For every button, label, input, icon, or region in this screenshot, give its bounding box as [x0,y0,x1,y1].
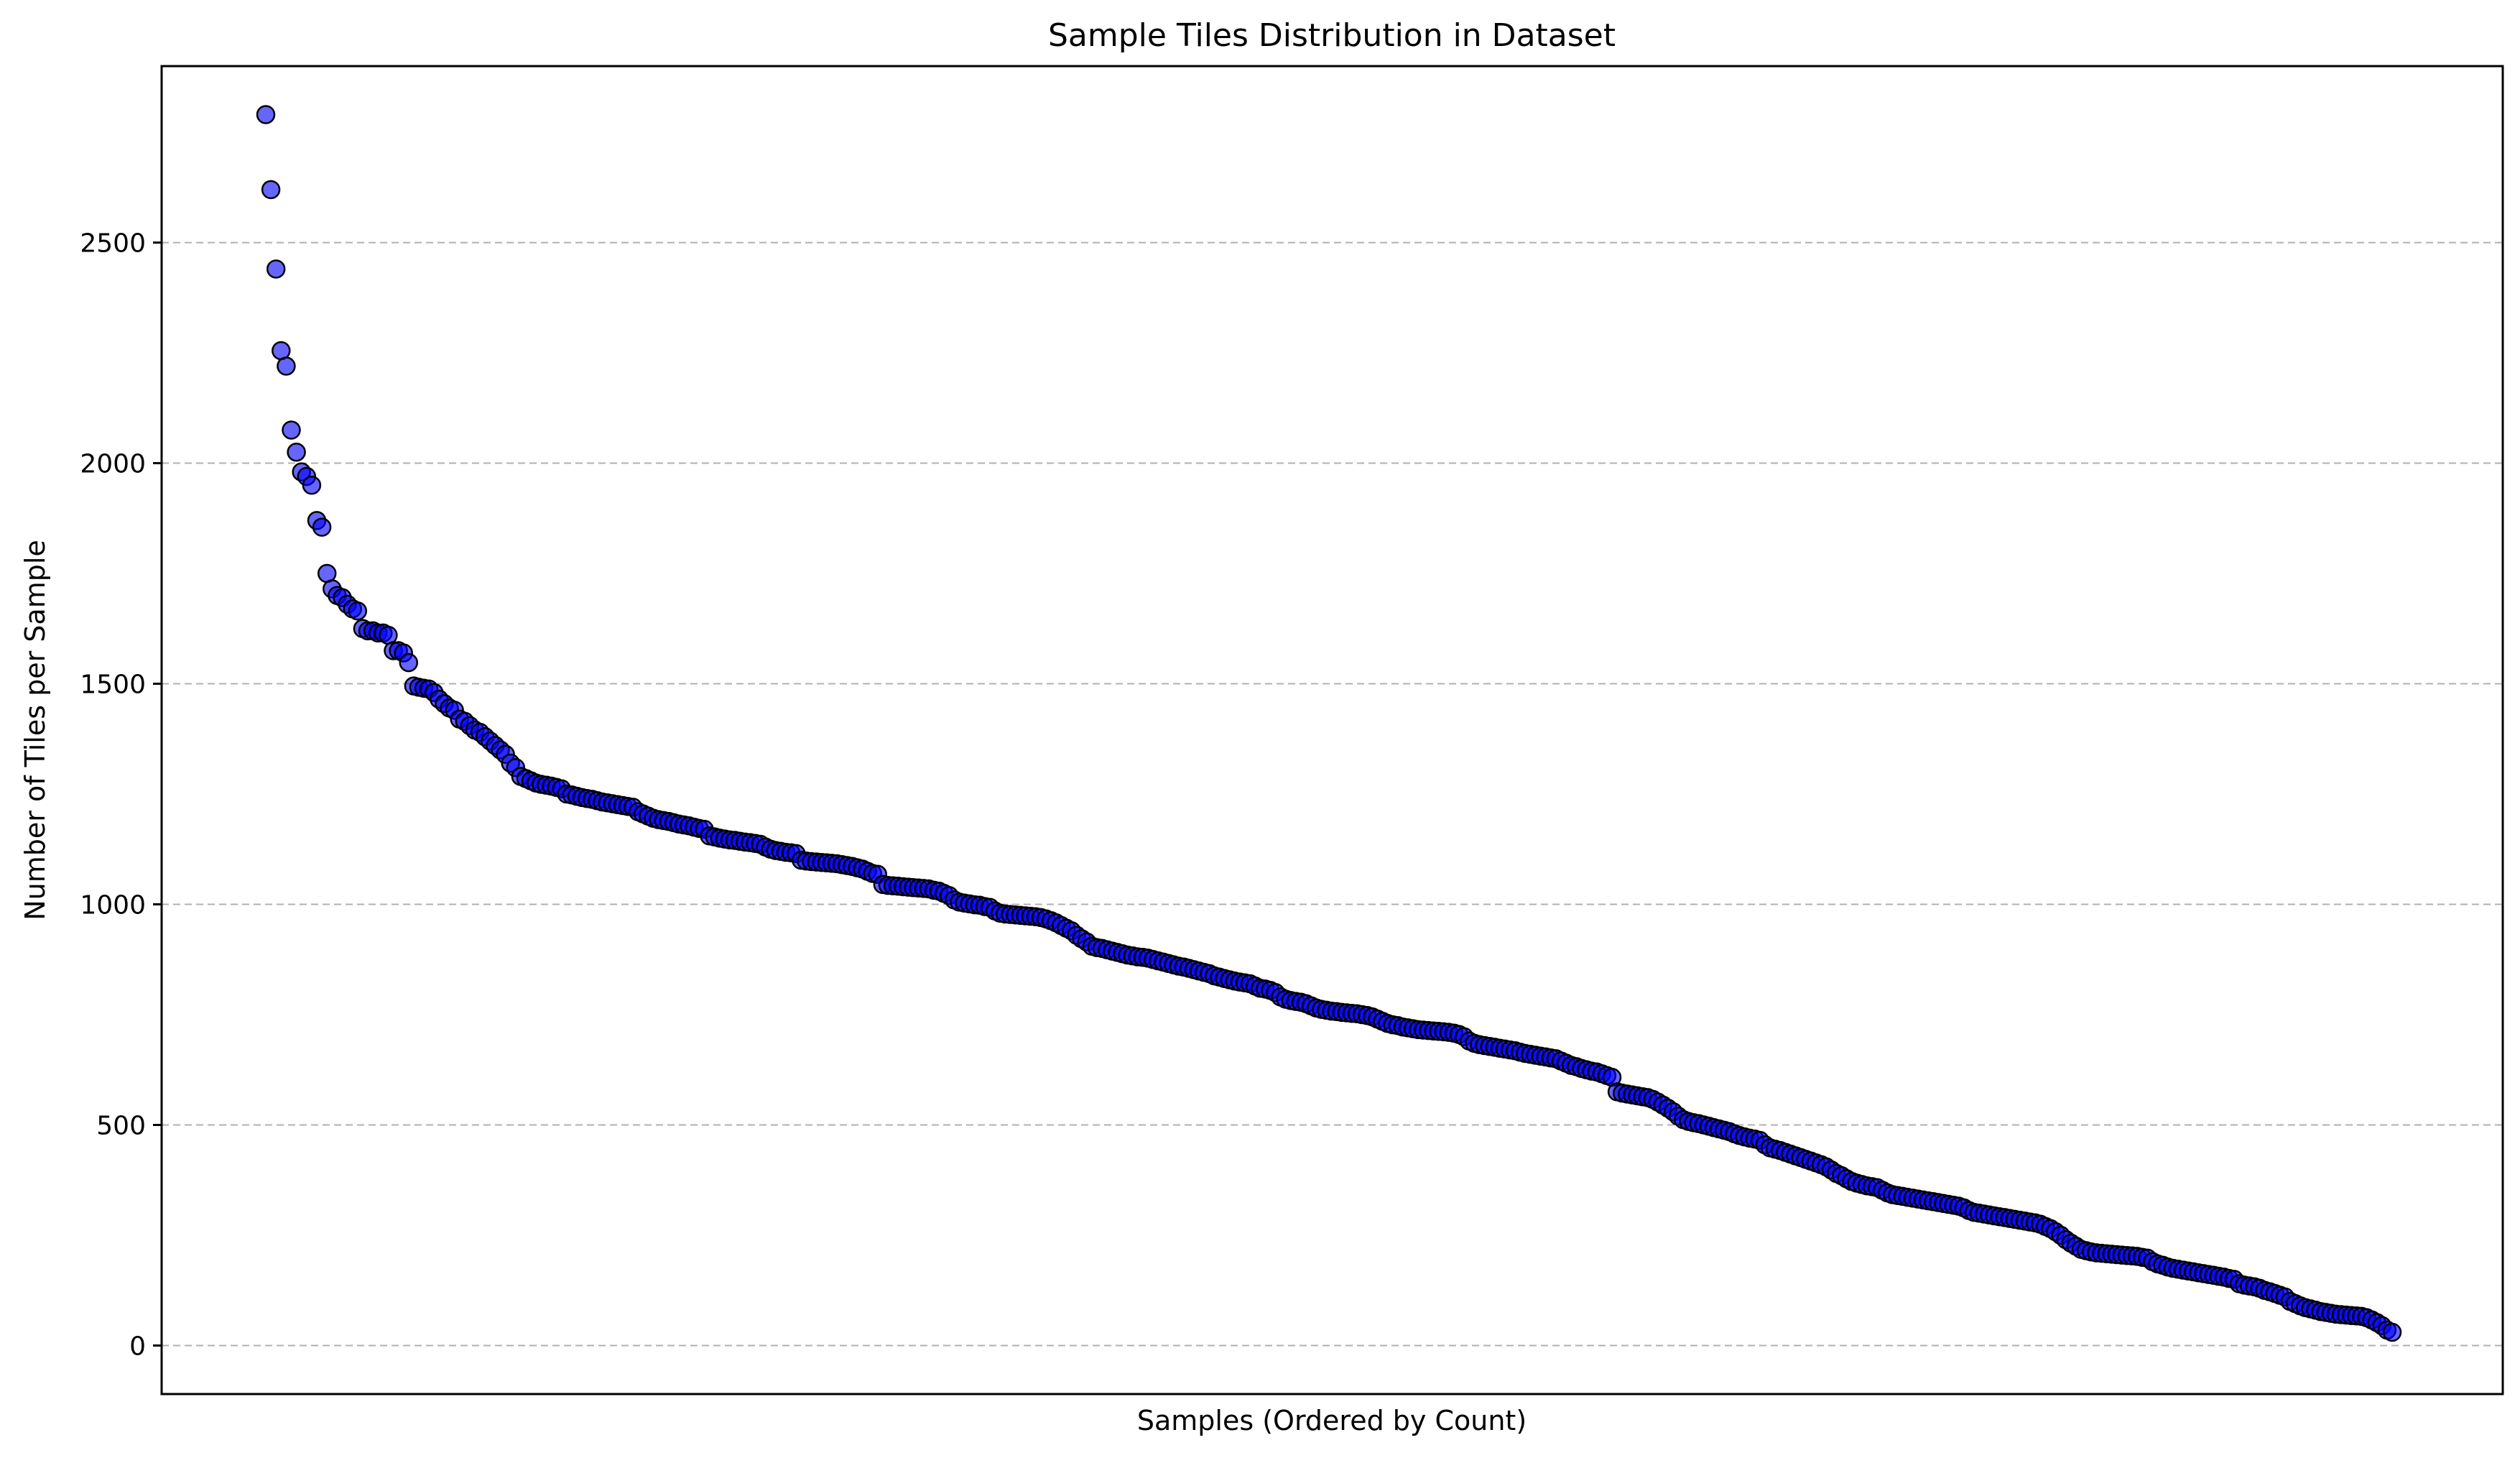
y-ticks: 0 500 1000 1500 2000 2500 [80,229,162,1361]
data-point [282,420,301,440]
data-point [399,652,419,673]
data-point [312,517,332,537]
y-tick-label: 2000 [80,450,146,479]
x-axis-label: Samples (Ordered by Count) [1137,1405,1527,1436]
data-point [302,476,322,495]
data-point [348,601,368,621]
data-point [266,259,286,279]
data-point [2382,1322,2402,1342]
data-point [256,105,276,124]
data-point [277,356,296,376]
data-point [261,180,281,200]
y-axis-label: Number of Tiles per Sample [19,540,51,921]
y-tick-label: 500 [96,1111,146,1140]
y-tick-label: 0 [129,1332,146,1361]
y-tick-label: 1000 [80,891,146,921]
data-points [256,105,2402,1342]
y-tick-label: 2500 [80,229,146,259]
chart-title: Sample Tiles Distribution in Dataset [1048,17,1616,54]
data-point [287,442,306,462]
y-tick-label: 1500 [80,670,146,700]
plot-frame [160,65,2504,1395]
